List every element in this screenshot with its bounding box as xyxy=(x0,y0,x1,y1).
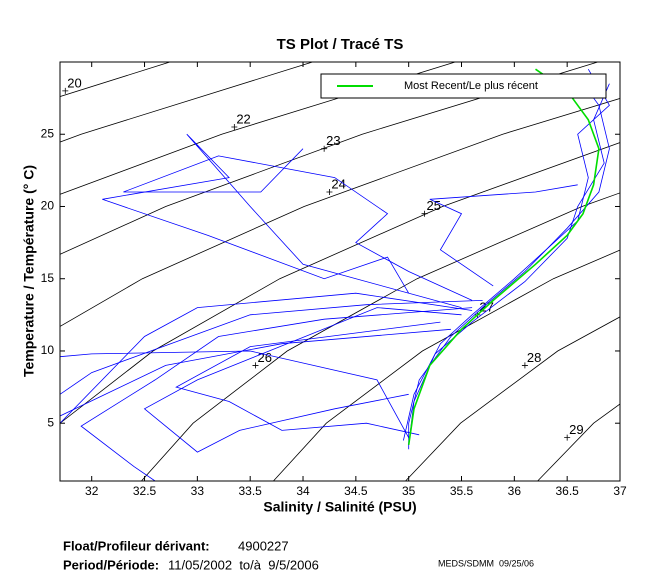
y-tick-label: 10 xyxy=(41,343,55,357)
profile-line xyxy=(429,184,578,287)
chart-title: TS Plot / Tracé TS xyxy=(277,36,404,53)
contour-label: 23 xyxy=(326,133,340,148)
profile-line xyxy=(80,307,473,481)
x-tick-label: 33.5 xyxy=(239,484,263,498)
contour-label: 24 xyxy=(331,176,345,191)
y-tick-label: 20 xyxy=(41,199,55,213)
y-axis-label: Temperature / Température (° C) xyxy=(21,165,37,377)
x-tick-label: 36 xyxy=(508,484,522,498)
x-tick-label: 36.5 xyxy=(555,484,579,498)
profile-line xyxy=(175,321,441,436)
x-axis-label: Salinity / Salinité (PSU) xyxy=(263,499,416,515)
x-tick-label: 32.5 xyxy=(133,484,157,498)
profile-line xyxy=(143,307,462,453)
profile-line xyxy=(60,292,473,424)
contour-label-marker xyxy=(321,145,328,152)
recent-profile-line xyxy=(407,68,600,446)
x-tick-label: 35 xyxy=(402,484,416,498)
contour-label-marker xyxy=(231,124,238,131)
profile-line xyxy=(60,300,483,395)
density-contour xyxy=(60,62,313,143)
contour-label: 29 xyxy=(569,422,583,437)
legend-label: Most Recent/Le plus récent xyxy=(404,80,538,92)
profile-line xyxy=(102,133,462,308)
float-label: Float/Profileur dérivant: xyxy=(63,538,210,553)
density-contour xyxy=(273,249,620,481)
x-tick-label: 35.5 xyxy=(450,484,474,498)
y-tick-label: 15 xyxy=(41,271,55,285)
x-tick-label: 32 xyxy=(85,484,99,498)
contour-label-marker xyxy=(62,87,69,94)
profile-line xyxy=(60,350,410,438)
contour-label: 22 xyxy=(236,111,250,126)
density-contour xyxy=(60,142,620,424)
float-id: 4900227 xyxy=(238,538,289,553)
contour-label-marker xyxy=(252,362,259,369)
contour-label-marker xyxy=(521,362,528,369)
contour-label-marker xyxy=(326,189,333,196)
y-tick-label: 5 xyxy=(47,415,54,429)
x-tick-label: 37 xyxy=(613,484,627,498)
density-contour xyxy=(537,403,620,481)
x-tick-label: 34 xyxy=(296,484,310,498)
profile-line xyxy=(60,328,451,417)
x-tick-label: 34.5 xyxy=(344,484,368,498)
x-tick-label: 33 xyxy=(191,484,205,498)
stamp: MEDS/SDMM 09/25/06 xyxy=(438,558,534,568)
axes-frame xyxy=(59,61,621,482)
contour-label-marker xyxy=(421,210,428,217)
contour-label: 26 xyxy=(257,350,271,365)
profile-line xyxy=(408,76,610,450)
y-tick-label: 25 xyxy=(41,126,55,140)
profile-line xyxy=(123,148,473,301)
density-contour xyxy=(141,192,620,481)
contour-label: 28 xyxy=(527,350,541,365)
period-label: Period/Période: xyxy=(63,557,159,572)
density-contour xyxy=(405,316,620,481)
contour-label-marker xyxy=(564,434,571,441)
contour-label: 25 xyxy=(427,198,441,213)
period: 11/05/2002 to/à 9/5/2006 xyxy=(168,557,319,572)
contour-label: 20 xyxy=(67,75,81,90)
